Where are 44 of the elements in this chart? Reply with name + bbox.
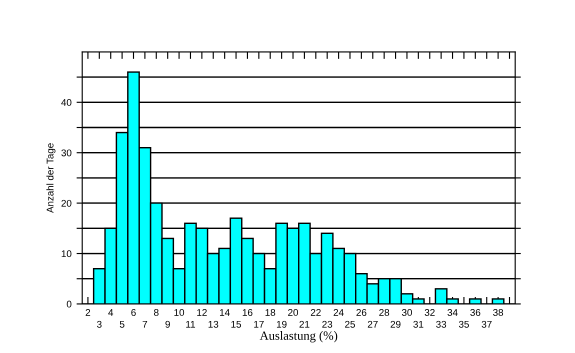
x-tick-label: 29 [390,320,401,328]
x-tick-label: 20 [288,309,298,316]
x-tick-label: 7 [142,320,148,328]
x-tick-label: 21 [299,320,310,328]
x-tick-label: 15 [231,320,242,328]
y-tick-label: 40 [61,99,72,106]
y-tick-label: 0 [66,300,72,308]
x-tick-label: 12 [197,309,207,316]
x-tick-label: 35 [458,320,469,328]
x-tick-label: 16 [242,309,252,316]
x-tick-label: 24 [334,309,344,316]
x-tick-label: 5 [120,320,124,328]
x-tick-label: 26 [356,309,366,316]
x-tick-label: 33 [436,320,446,328]
x-axis-title: Auslastung (%) [260,331,338,342]
x-tick-label: 11 [186,320,196,328]
x-tick-label: 36 [470,309,480,316]
x-tick-label: 23 [322,320,332,328]
x-tick-label: 13 [208,320,218,328]
x-tick-label: 28 [379,309,390,316]
y-tick-label: 10 [62,250,72,258]
x-tick-label: 30 [402,309,412,316]
x-tick-label: 31 [413,320,424,328]
x-tick-label: 32 [424,309,435,316]
x-tick-label: 2 [86,309,90,316]
x-tick-label: 14 [220,309,230,316]
x-tick-label: 18 [266,309,276,316]
x-tick-label: 17 [254,320,264,328]
x-tick-label: 8 [154,309,159,316]
x-tick-label: 6 [131,309,136,316]
x-tick-label: 10 [174,309,184,316]
y-tick-label: 30 [61,149,72,156]
x-tick-label: 38 [493,309,504,316]
x-tick-label: 4 [108,309,114,316]
x-tick-label: 34 [447,309,458,316]
y-axis-title: Anzahl der Tage [46,143,56,213]
x-tick-label: 27 [368,320,378,328]
x-tick-label: 37 [482,320,492,328]
x-tick-label: 25 [345,320,355,328]
y-tick-label: 20 [61,200,72,207]
x-tick-label: 9 [165,320,170,328]
x-tick-label: 22 [310,309,321,316]
x-tick-label: 19 [276,320,287,328]
x-tick-label: 3 [96,320,102,328]
